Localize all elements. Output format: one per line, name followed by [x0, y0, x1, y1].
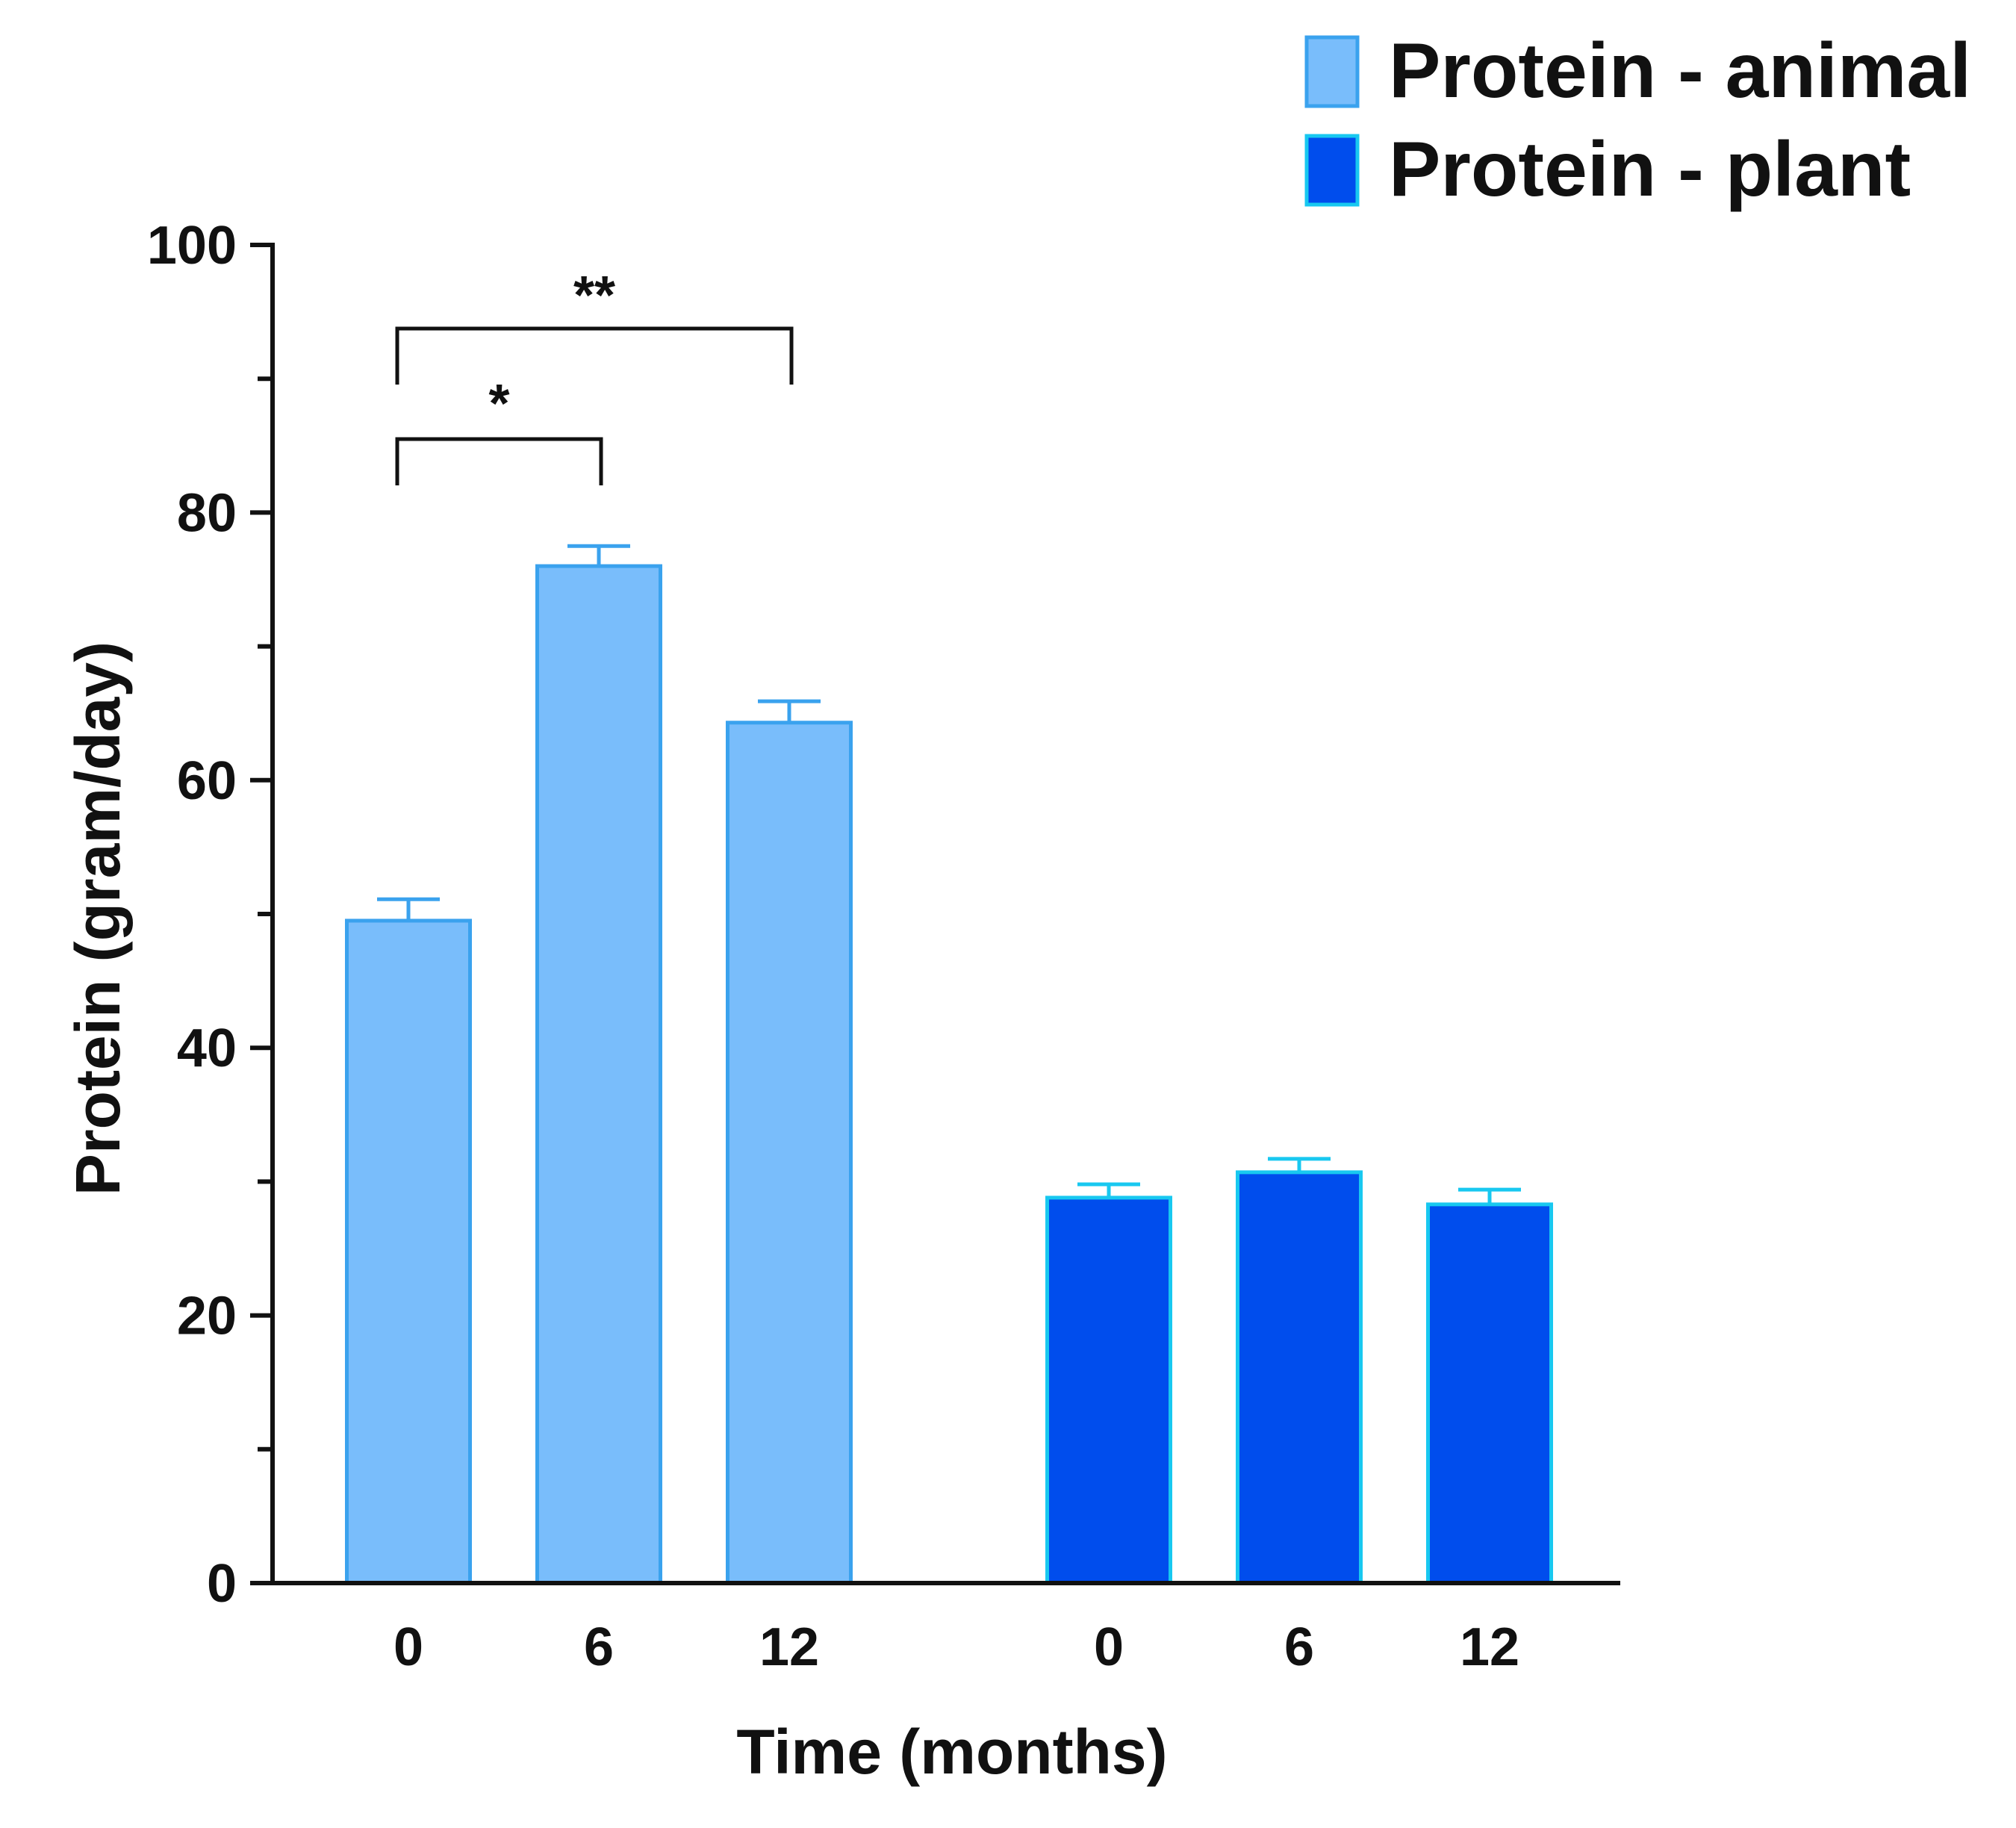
- x-tick-labels: 0 6 12 0 6 12: [393, 1617, 1519, 1677]
- bar-plant-0: [1045, 1196, 1172, 1585]
- y-ticks: 0 20 40 60 80 100: [147, 216, 273, 1614]
- axes-layer: [270, 243, 1620, 1585]
- x-tick-label-plant-6: 6: [1284, 1617, 1314, 1677]
- legend-swatch-plant: [1304, 134, 1360, 207]
- y-tick-label-60: 60: [177, 751, 237, 811]
- significance-bracket-2: [395, 326, 794, 385]
- x-tick-label-plant-12: 12: [1460, 1617, 1519, 1677]
- y-axis-title: Protein (gram/day): [63, 641, 133, 1196]
- x-tick-label-animal-12: 12: [759, 1617, 819, 1677]
- y-tick-label-20: 20: [177, 1287, 237, 1346]
- bar-plant-12: [1426, 1202, 1553, 1585]
- bar-animal-12: [726, 721, 853, 1585]
- bar-plant-6: [1236, 1170, 1363, 1585]
- bar-animal-6: [535, 564, 662, 1585]
- y-tick-label-80: 80: [177, 483, 237, 543]
- x-tick-label-animal-6: 6: [584, 1617, 614, 1677]
- bar-animal-0: [345, 918, 472, 1585]
- x-axis-title: Time (months): [736, 1717, 1167, 1787]
- y-tick-label-100: 100: [147, 216, 237, 276]
- legend-label-animal: Protein - animal: [1389, 28, 1971, 114]
- x-tick-label-animal-0: 0: [393, 1617, 423, 1677]
- significance-bracket-1: [395, 437, 603, 485]
- legend: Protein - animal Protein - plant: [1304, 28, 1971, 213]
- legend-label-plant: Protein - plant: [1389, 126, 1911, 213]
- y-tick-label-0: 0: [207, 1554, 237, 1614]
- significance-label-1: *: [488, 374, 509, 434]
- significance-label-2: **: [573, 266, 615, 326]
- x-tick-label-plant-0: 0: [1094, 1617, 1124, 1677]
- y-tick-label-40: 40: [177, 1019, 237, 1078]
- legend-swatch-animal: [1304, 35, 1360, 108]
- bars-layer: [345, 544, 1553, 1585]
- significance-annotations: ***: [395, 266, 794, 485]
